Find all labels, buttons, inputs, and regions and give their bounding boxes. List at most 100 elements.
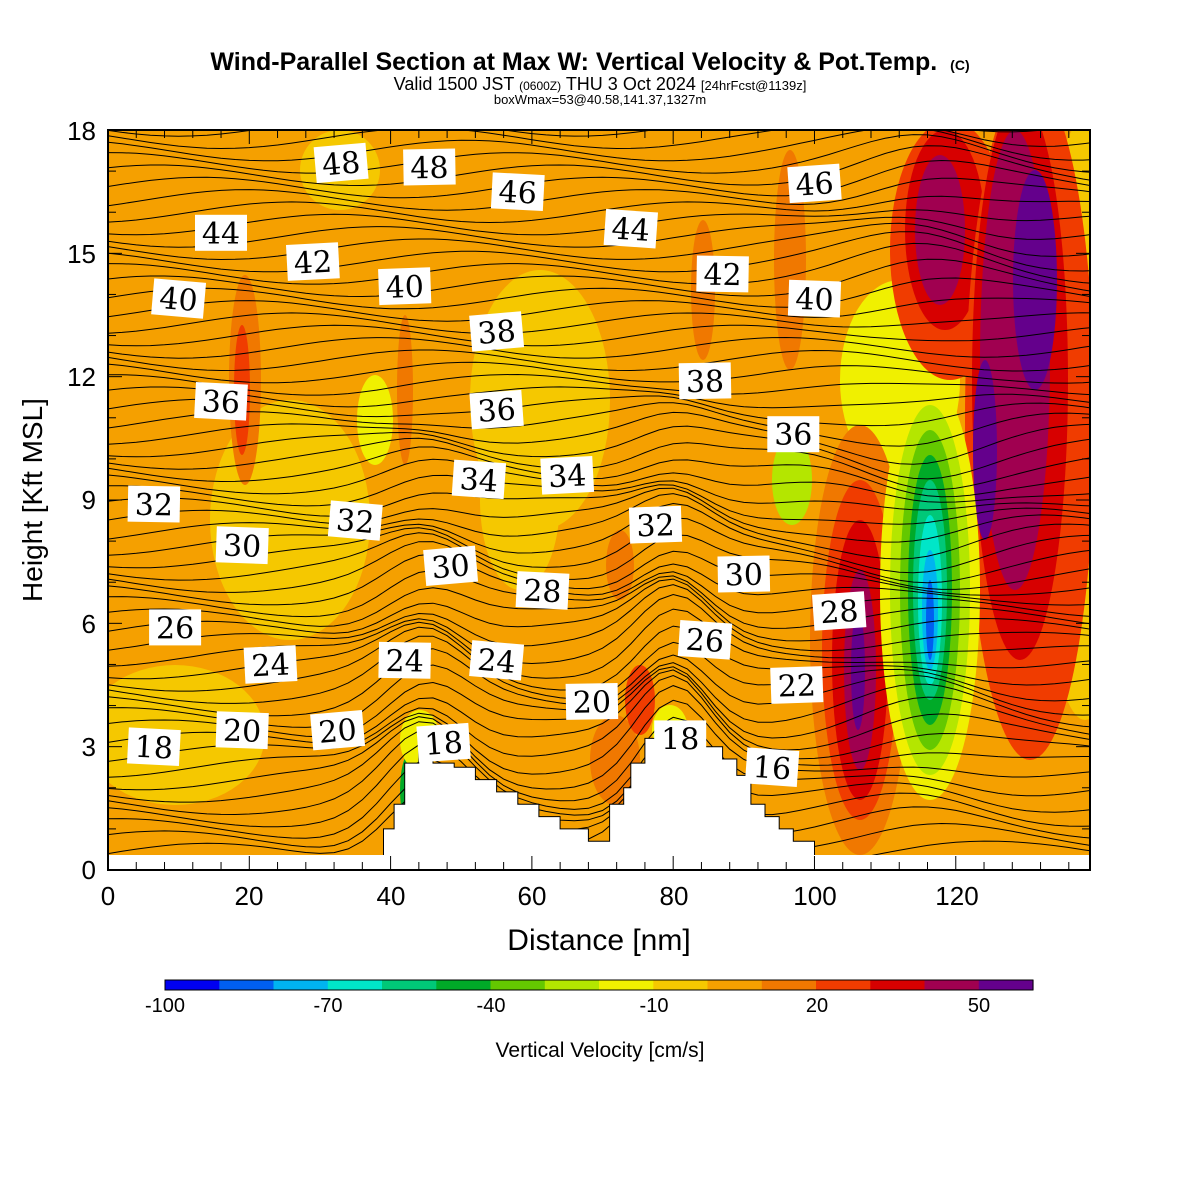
colorbar-swatch bbox=[707, 980, 763, 990]
theta-label-box bbox=[313, 142, 369, 184]
theta-label-box bbox=[515, 571, 570, 610]
theta-label-box bbox=[603, 208, 658, 249]
theta-label-box bbox=[770, 666, 824, 704]
theta-contour-line bbox=[108, 425, 1090, 480]
theta-label-box bbox=[215, 526, 269, 565]
theta-label: 32 bbox=[127, 485, 181, 524]
subtitle-utc: (0600Z) bbox=[519, 79, 561, 93]
theta-label-text: 32 bbox=[134, 488, 173, 524]
colorbar-swatch bbox=[653, 980, 709, 990]
theta-label: 18 bbox=[126, 727, 181, 767]
theta-label-text: 24 bbox=[476, 643, 517, 681]
theta-contour-line bbox=[108, 484, 1090, 525]
theta-label: 18 bbox=[654, 720, 707, 757]
updraft-core bbox=[851, 610, 865, 730]
theta-label: 32 bbox=[628, 505, 683, 544]
x-tick-label: 100 bbox=[793, 881, 836, 911]
colorbar-swatch bbox=[273, 980, 329, 990]
x-axis: 0 20 40 60 80 100 120 bbox=[101, 881, 979, 911]
theta-label: 28 bbox=[515, 571, 570, 610]
theta-label-text: 30 bbox=[724, 558, 763, 594]
theta-contour-line bbox=[108, 411, 1090, 465]
theta-label: 40 bbox=[787, 279, 842, 318]
theta-label: 48 bbox=[403, 148, 456, 186]
velocity-field: 48 48 46 46 44 44 42 42 40 40 40 38 38 36 36 36 34 34 32 32… bbox=[108, 130, 1090, 870]
y-tick-label: 6 bbox=[82, 609, 96, 639]
x-tick-label: 20 bbox=[235, 881, 264, 911]
axis-ticks bbox=[107, 129, 1090, 871]
theta-contour-line bbox=[108, 134, 1090, 174]
updraft-streak bbox=[590, 715, 640, 805]
theta-contour-line bbox=[108, 578, 1090, 642]
theta-contour-line bbox=[108, 437, 1090, 491]
theta-contour-line bbox=[108, 222, 1090, 261]
theta-label-text: 22 bbox=[777, 668, 816, 704]
theta-label: 24 bbox=[378, 641, 432, 680]
updraft-streak bbox=[606, 530, 634, 600]
colorbar-swatch bbox=[382, 980, 437, 990]
theta-label-box bbox=[744, 747, 800, 787]
x-tick-label: 120 bbox=[935, 881, 978, 911]
theta-label-box bbox=[565, 682, 619, 720]
theta-label-box bbox=[149, 609, 202, 646]
x-axis-label: Distance [nm] bbox=[507, 924, 690, 957]
theta-contour-line bbox=[108, 177, 1090, 211]
y-tick-label: 3 bbox=[82, 732, 96, 762]
theta-label: 36 bbox=[469, 389, 524, 430]
colorbar-swatch bbox=[219, 980, 275, 990]
theta-label: 16 bbox=[744, 747, 800, 787]
chart-title: Wind-Parallel Section at Max W: Vertical… bbox=[210, 48, 969, 76]
theta-label-box bbox=[678, 362, 732, 400]
theta-label: 30 bbox=[215, 526, 269, 565]
colorbar-tick-label: -100 bbox=[145, 995, 185, 1017]
theta-contour-line bbox=[108, 446, 1090, 498]
chart-title-text: Wind-Parallel Section at Max W: Vertical… bbox=[210, 48, 937, 76]
theta-contour-line bbox=[108, 242, 1090, 285]
theta-contour-line bbox=[108, 386, 1090, 409]
theta-label-box bbox=[787, 163, 842, 204]
y-tick-label: 15 bbox=[67, 239, 96, 269]
theta-label-box bbox=[126, 727, 181, 767]
colorbar bbox=[164, 979, 1034, 991]
theta-label: 26 bbox=[677, 620, 733, 661]
theta-contour-line bbox=[108, 130, 1090, 150]
theta-contour-line bbox=[108, 674, 1090, 762]
colorbar-swatch bbox=[978, 980, 1034, 990]
theta-contour-line bbox=[108, 742, 1090, 828]
colorbar-swatch bbox=[599, 980, 654, 990]
theta-label-box bbox=[327, 500, 383, 541]
x-tick-label: 60 bbox=[518, 881, 547, 911]
colorbar-tick-label: 20 bbox=[806, 995, 828, 1017]
subtitle-date: THU 3 Oct 2024 bbox=[566, 74, 696, 94]
theta-contour-line bbox=[108, 532, 1090, 590]
theta-contour-line bbox=[108, 669, 1090, 751]
theta-label-text: 26 bbox=[156, 611, 194, 646]
theta-label: 34 bbox=[540, 455, 595, 495]
theta-label-box bbox=[540, 455, 595, 495]
colorbar-frame bbox=[164, 979, 1034, 991]
theta-label: 42 bbox=[696, 255, 749, 293]
theta-label-box bbox=[194, 381, 248, 421]
colorbar-tick-label: -10 bbox=[640, 995, 669, 1017]
y-axis: 0 3 6 9 12 15 18 bbox=[67, 116, 96, 885]
theta-contour-line bbox=[108, 569, 1090, 618]
colorbar-swatch bbox=[544, 980, 600, 990]
theta-contour-line bbox=[108, 159, 1090, 199]
theta-label-text: 18 bbox=[134, 730, 174, 767]
theta-label-text: 40 bbox=[385, 270, 424, 306]
theta-label-text: 42 bbox=[703, 258, 742, 294]
theta-contour-line bbox=[108, 553, 1090, 606]
theta-label-text: 30 bbox=[222, 529, 261, 565]
theta-label-text: 44 bbox=[610, 211, 651, 249]
theta-label-box bbox=[243, 645, 298, 684]
theta-label-box bbox=[767, 416, 820, 453]
theta-contour-line bbox=[108, 277, 1090, 310]
theta-label-text: 26 bbox=[685, 623, 726, 661]
theta-label: 48 bbox=[313, 142, 369, 184]
theta-label: 40 bbox=[151, 278, 207, 319]
theta-label: 26 bbox=[149, 609, 202, 646]
theta-label-box bbox=[215, 711, 269, 750]
theta-label-text: 46 bbox=[794, 166, 835, 204]
theta-label-box bbox=[151, 278, 207, 319]
theta-label: 18 bbox=[416, 722, 471, 763]
